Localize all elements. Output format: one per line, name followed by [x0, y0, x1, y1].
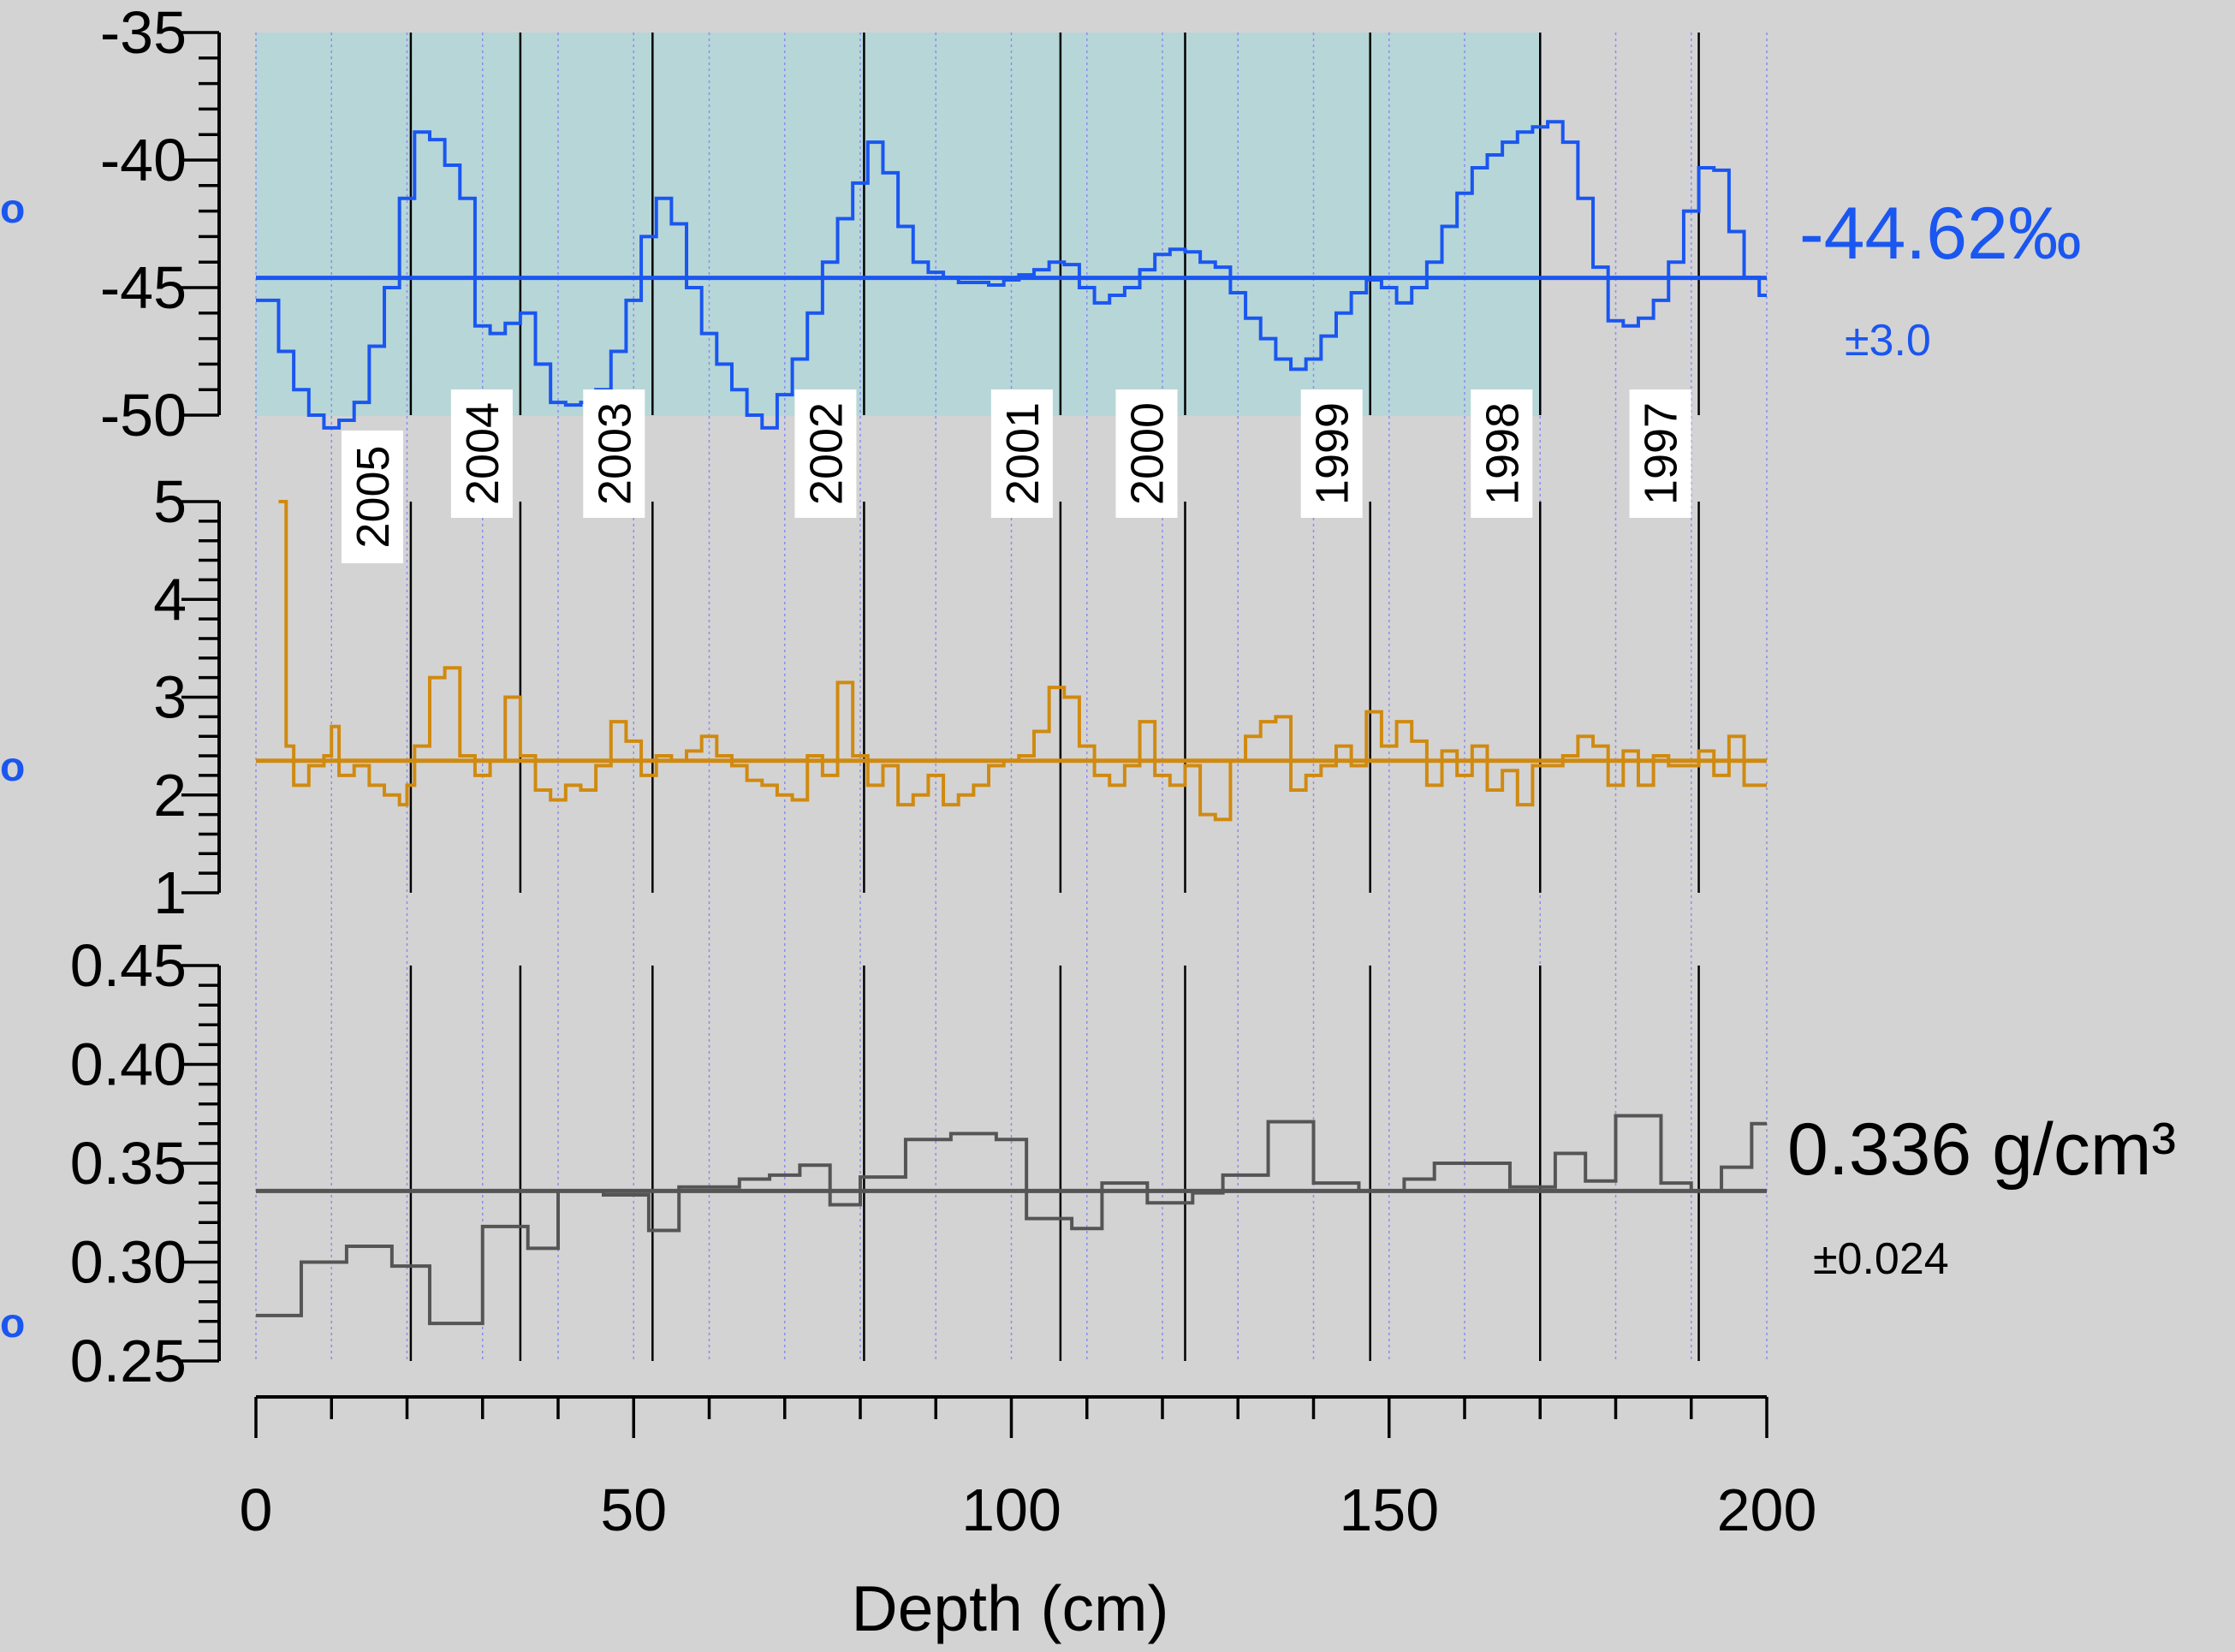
year-label-box [583, 389, 645, 518]
x-tick-label: 0 [240, 1477, 273, 1543]
year-boundary-lines [409, 33, 1700, 1361]
year-label-text: 2001 [997, 402, 1049, 505]
d18O-left-edge-glyph: o [0, 187, 25, 232]
density-std-label: ±0.024 [1813, 1234, 1949, 1284]
d18O-panel: -35 -40 -45 -50 -44.62‰ ±3.0 o [0, 0, 2082, 449]
year-label-box [341, 431, 403, 563]
year-label-text: 2002 [800, 402, 852, 505]
y-tick-label: 3 [153, 664, 187, 731]
d18O-mean-label: -44.62‰ [1799, 193, 2082, 275]
y-tick-label: -35 [100, 0, 187, 66]
year-labels: 2005 2004 2003 2002 2001 2000 1999 1998 1997 [341, 389, 1691, 563]
density-y-axis: 0.45 0.40 0.35 0.30 0.25 [70, 932, 221, 1394]
year-label-1997: 1997 [1629, 389, 1691, 518]
y-tick-label: -50 [100, 382, 187, 449]
y-tick-label: 0.40 [70, 1031, 187, 1098]
year-label-box [1115, 389, 1178, 518]
d18O-series-line [256, 120, 1767, 430]
d-excess-series-line [278, 500, 1767, 822]
year-label-text: 1998 [1477, 402, 1528, 505]
year-label-text: 2003 [589, 402, 640, 505]
year-label-2001: 2001 [990, 389, 1053, 518]
year-label-text: 2005 [348, 445, 399, 548]
year-label-text: 2004 [457, 402, 508, 505]
year-label-box [450, 389, 513, 518]
year-label-text: 1997 [1636, 402, 1687, 505]
year-label-2000: 2000 [1115, 389, 1178, 518]
year-label-2002: 2002 [794, 389, 857, 518]
year-label-box [1471, 389, 1533, 518]
density-series-line [256, 1114, 1767, 1326]
x-tick-label: 100 [961, 1477, 1061, 1543]
y-tick-label: 5 [153, 468, 187, 535]
d18O-y-axis: -35 -40 -45 -50 [100, 0, 221, 449]
d-excess-y-axis: 5 4 3 2 1 [153, 468, 221, 926]
d18O-std-label: ±3.0 [1845, 316, 1931, 365]
y-tick-label: 0.30 [70, 1229, 187, 1296]
year-label-1999: 1999 [1300, 389, 1363, 518]
year-label-1998: 1998 [1471, 389, 1533, 518]
density-left-edge-glyph: o [0, 1301, 25, 1346]
x-tick-label: 200 [1717, 1477, 1817, 1543]
d-excess-left-edge-glyph: o [0, 745, 25, 790]
y-tick-label: 4 [153, 566, 187, 633]
year-label-text: 2000 [1121, 402, 1173, 505]
year-label-2003: 2003 [583, 389, 645, 518]
y-tick-label: 0.25 [70, 1328, 187, 1394]
year-label-box [1300, 389, 1363, 518]
y-tick-label: 2 [153, 762, 187, 829]
y-tick-label: -45 [100, 254, 187, 321]
y-tick-label: 1 [153, 859, 187, 926]
x-tick-label: 150 [1339, 1477, 1439, 1543]
density-mean-label: 0.336 g/cm³ [1787, 1108, 2176, 1191]
year-label-box [990, 389, 1053, 518]
x-axis-label: Depth (cm) [852, 1572, 1169, 1644]
year-label-box [794, 389, 857, 518]
year-label-2005: 2005 [341, 431, 403, 563]
y-tick-label: 0.45 [70, 932, 187, 999]
year-label-text: 1999 [1307, 402, 1358, 505]
year-label-2004: 2004 [450, 389, 513, 518]
x-tick-label: 50 [600, 1477, 667, 1543]
x-axis: 0 50 100 150 200 [240, 1395, 1817, 1543]
y-tick-label: -40 [100, 127, 187, 193]
d-excess-panel: 5 4 3 2 1 o [0, 468, 1767, 926]
year-label-box [1629, 389, 1691, 518]
density-panel: 0.450.400.350.300.25 0.336 g/cm³ ±0.024 … [0, 932, 2176, 1394]
y-tick-label: 0.35 [70, 1130, 187, 1197]
